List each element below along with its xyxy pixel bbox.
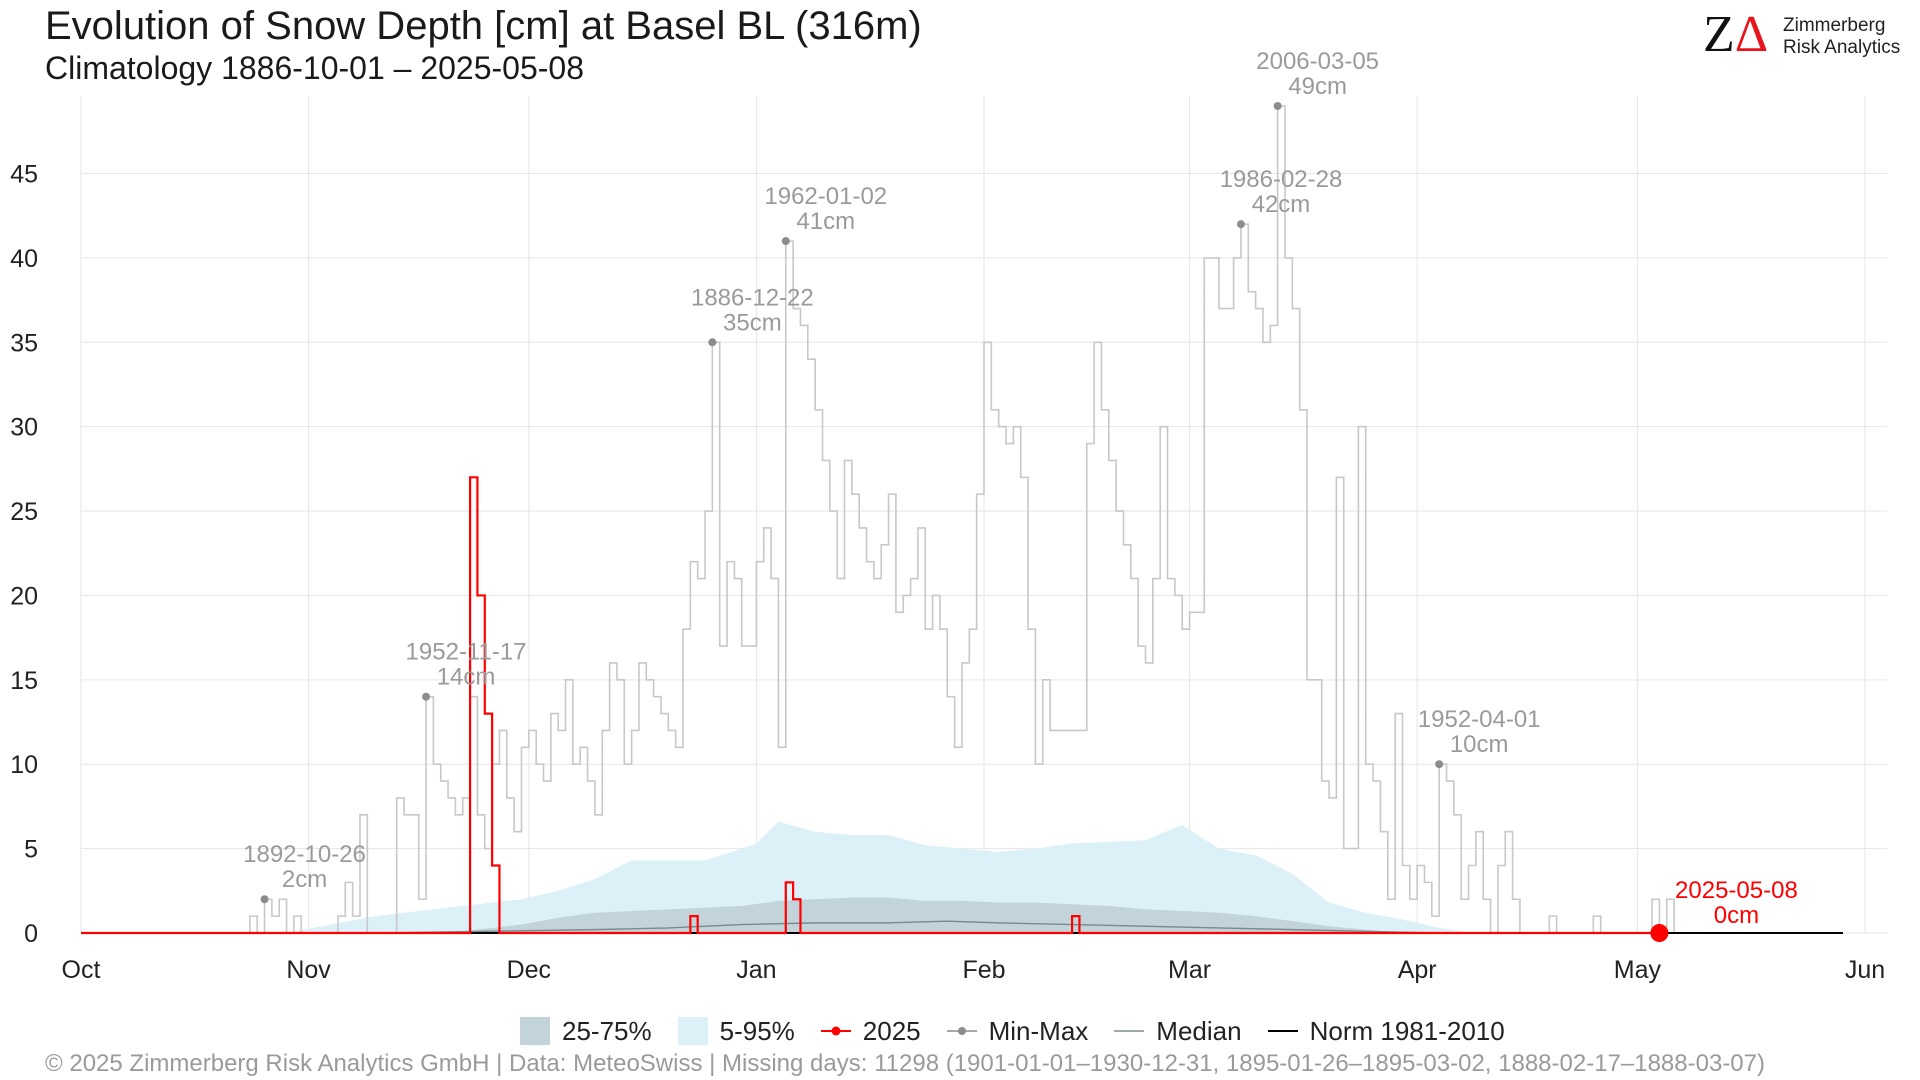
band-5-95 [286, 821, 1476, 933]
current-day-marker [1650, 924, 1669, 942]
legend-swatch-iqr [520, 1017, 550, 1045]
record-value-label: 14cm [437, 664, 496, 691]
record-date-label: 1986-02-28 [1220, 166, 1343, 193]
chart-subtitle: Climatology 1886-10-01 – 2025-05-08 [45, 50, 585, 86]
current-date-label: 2025-05-08 [1675, 877, 1798, 904]
record-point [422, 692, 431, 701]
record-date-label: 1962-01-02 [764, 183, 887, 210]
y-tick-label: 35 [10, 329, 38, 357]
legend-item-minmax: Min-Max [946, 1015, 1089, 1047]
record-point [1435, 760, 1444, 769]
legend-item-p90: 5-95% [677, 1015, 795, 1047]
series-2025 [81, 476, 1660, 935]
y-tick-label: 40 [10, 245, 38, 273]
record-value-label: 42cm [1252, 191, 1311, 218]
legend-label-minmax: Min-Max [988, 1015, 1089, 1046]
legend-swatch-minmax [946, 1017, 977, 1045]
footer-credits: © 2025 Zimmerberg Risk Analytics GmbH | … [45, 1050, 1765, 1077]
series-min-max [242, 105, 1689, 934]
legend-label-norm: Norm 1981-2010 [1309, 1015, 1505, 1046]
y-tick-label: 30 [10, 414, 38, 442]
record-value-label: 35cm [723, 309, 782, 336]
record-date-label: 2006-03-05 [1256, 48, 1379, 75]
legend-swatch-median [1114, 1017, 1145, 1045]
legend-item-norm: Norm 1981-2010 [1267, 1015, 1505, 1047]
y-tick-label: 10 [10, 751, 38, 779]
record-date-label: 1952-04-01 [1418, 706, 1541, 733]
record-value-label: 10cm [1450, 731, 1509, 758]
record-value-label: 2cm [282, 866, 327, 893]
x-tick-label: Jun [1845, 956, 1885, 984]
legend-swatch-norm [1267, 1017, 1298, 1045]
legend-swatch-p90 [677, 1017, 708, 1045]
record-date-label: 1886-12-22 [691, 284, 814, 311]
record-point [1273, 102, 1282, 110]
logo-line-1: Zimmerberg [1783, 15, 1886, 36]
y-tick-label: 0 [24, 920, 38, 948]
logo-wordmark: Zimmerberg Risk Analytics [1783, 15, 1900, 59]
x-tick-label: Mar [1168, 956, 1211, 984]
y-tick-label: 5 [24, 836, 38, 864]
x-tick-label: Jan [736, 956, 776, 984]
legend-label-iqr: 25-75% [562, 1015, 652, 1046]
x-tick-label: May [1614, 956, 1662, 984]
za-logo-icon: ZΔ [1703, 6, 1769, 63]
y-tick-label: 25 [10, 498, 38, 526]
record-value-label: 41cm [796, 208, 855, 235]
legend-swatch-current [820, 1017, 851, 1045]
chart-legend: 25-75% 5-95% 2025 Min-Max Median Norm 19… [520, 1014, 1531, 1048]
series-median [374, 920, 1440, 934]
x-tick-label: Oct [62, 956, 101, 984]
legend-label-median: Median [1156, 1015, 1242, 1046]
legend-item-median: Median [1114, 1015, 1242, 1047]
record-value-label: 49cm [1288, 73, 1347, 100]
record-point [1236, 220, 1245, 229]
chart-title: Evolution of Snow Depth [cm] at Basel BL… [45, 4, 922, 48]
logo-line-2: Risk Analytics [1783, 37, 1901, 58]
x-tick-label: Apr [1398, 956, 1437, 984]
current-value-label: 0cm [1714, 902, 1759, 929]
legend-item-iqr: 25-75% [520, 1016, 652, 1047]
x-tick-label: Dec [507, 956, 551, 984]
record-point [260, 895, 269, 904]
y-tick-label: 20 [10, 582, 38, 610]
record-date-label: 1892-10-26 [243, 841, 366, 868]
legend-label-p90: 5-95% [719, 1015, 795, 1046]
legend-item-current: 2025 [820, 1015, 921, 1047]
record-date-label: 1952-11-17 [406, 639, 527, 666]
y-tick-label: 15 [10, 667, 38, 695]
x-tick-label: Nov [286, 956, 331, 984]
company-logo: ZΔ Zimmerberg Risk Analytics [1703, 8, 1903, 62]
x-tick-label: Feb [962, 956, 1005, 984]
legend-label-current: 2025 [862, 1015, 921, 1046]
band-25-75 [448, 897, 1403, 933]
y-tick-label: 45 [10, 161, 38, 189]
record-point [781, 237, 790, 246]
snow-depth-chart: 0 5 10 15 20 25 30 35 40 45 Oct Nov Dec Jan Feb Mar Apr M… [10, 48, 1887, 984]
record-point [708, 338, 717, 347]
